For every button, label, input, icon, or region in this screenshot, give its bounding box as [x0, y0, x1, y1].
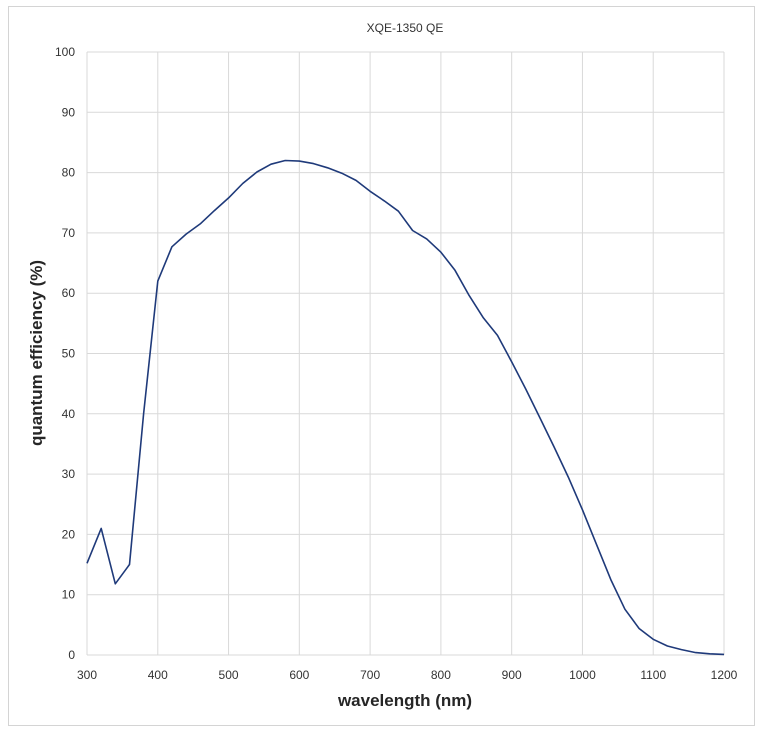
y-tick-label: 60 [62, 286, 76, 300]
x-axis-ticks: 300 400 500 600 700 800 900 1000 1100 1200 [77, 668, 738, 682]
grid [86, 51, 725, 656]
x-tick-label: 500 [219, 668, 239, 682]
x-tick-label: 300 [77, 668, 97, 682]
y-tick-label: 10 [62, 588, 76, 602]
x-tick-label: 900 [502, 668, 522, 682]
x-tick-label: 1100 [640, 668, 666, 682]
series-line [86, 159, 725, 656]
y-tick-label: 100 [55, 45, 75, 59]
y-tick-label: 80 [62, 166, 76, 180]
chart-frame [8, 6, 755, 726]
y-tick-label: 70 [62, 226, 76, 240]
y-tick-label: 90 [62, 105, 76, 119]
y-tick-label: 50 [62, 347, 76, 361]
x-tick-label: 1000 [569, 668, 596, 682]
y-axis-ticks: 0 10 20 30 40 50 60 70 80 90 100 [55, 45, 75, 662]
y-tick-label: 30 [62, 467, 76, 481]
chart-title: XQE-1350 QE [367, 21, 444, 35]
series-layer [86, 159, 725, 656]
x-axis-label: wavelength (nm) [337, 691, 472, 710]
y-tick-label: 40 [62, 407, 76, 421]
x-tick-label: 700 [360, 668, 380, 682]
y-tick-label: 0 [68, 648, 75, 662]
y-axis-label: quantum efficiency (%) [27, 260, 46, 446]
x-tick-label: 1200 [711, 668, 738, 682]
x-tick-label: 600 [289, 668, 309, 682]
y-tick-label: 20 [62, 527, 76, 541]
x-tick-label: 800 [431, 668, 451, 682]
x-tick-label: 400 [148, 668, 168, 682]
